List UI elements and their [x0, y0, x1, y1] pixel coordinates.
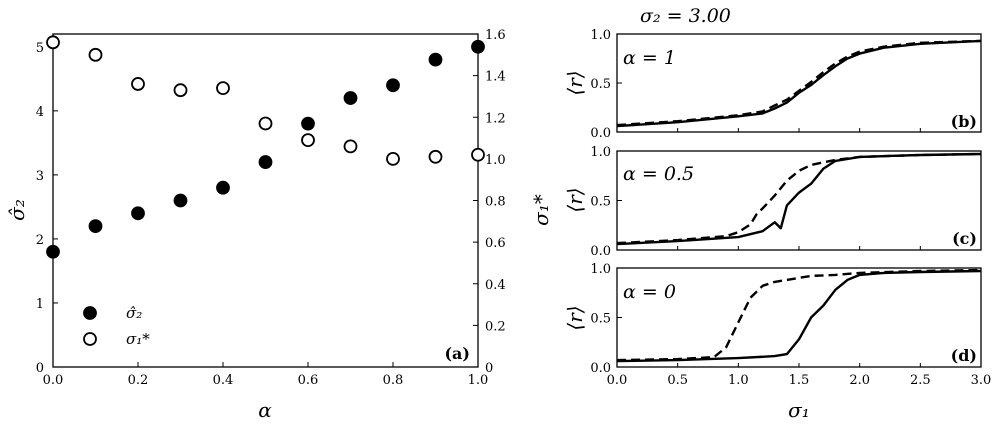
panel-a-legend-label: σ₁*: [126, 330, 150, 348]
panel-a-point-open: [301, 133, 315, 148]
panel-d-label: (d): [951, 346, 977, 365]
panel-d-xlabel: σ₁: [788, 398, 810, 422]
panel-a-xtick-label: 1.0: [468, 373, 489, 388]
panel-c-line-dashed: [616, 152, 982, 245]
panel-a-point-filled: [343, 91, 358, 105]
panel-d-xtick-label: 0.0: [607, 373, 628, 388]
panel-a-ytick-left-label: 0: [36, 361, 44, 376]
panel-a-ytick-left-label: 5: [36, 41, 44, 56]
panel-a-point-filled: [46, 244, 60, 259]
panel-a-label: (a): [444, 344, 470, 363]
panel-a-ytick-right-label: 0.6: [485, 236, 506, 251]
panel-d-xtick-label: 1.0: [728, 373, 749, 388]
panel-a-legend-marker: [83, 332, 97, 346]
panel-a-point-filled: [173, 193, 188, 208]
panel-a-ytick-left-label: 2: [36, 233, 44, 248]
panel-a-point-filled: [471, 39, 485, 54]
panel-a-point-open: [343, 139, 358, 154]
panel-a-point-filled: [258, 155, 273, 169]
panel-a-point-filled: [131, 206, 145, 221]
panel-a-legend-marker: [83, 306, 97, 320]
panel-a-ytick-left-label: 4: [36, 105, 44, 120]
panel-c: α = 0.5 ⟨r⟩ (c) 0.0 0.5 1.0: [563, 145, 982, 259]
panel-d-line-solid: [616, 269, 982, 363]
panel-a-point-open: [131, 77, 145, 91]
panel-a-point-filled: [428, 52, 443, 67]
panel-a-xlabel: α: [258, 398, 272, 422]
panel-a-ytick-right-label: 1.0: [485, 153, 506, 168]
panel-a-legend-label: σ̂₂: [126, 304, 142, 322]
panel-a-ylabel-right: σ₁*: [529, 194, 553, 226]
panel-d-ytick-label: 0.0: [590, 361, 611, 376]
panel-a-point-filled: [386, 78, 400, 93]
panel-a-ytick-right-label: 1.6: [485, 28, 506, 43]
panel-a-ytick-right-label: 0: [485, 361, 493, 376]
panel-a-xtick-label: 0.0: [43, 373, 64, 388]
panel-b-line-dashed: [616, 39, 982, 127]
panel-d: α = 0 ⟨r⟩ σ₁ (d) 0.0 0.5 1.0 0.0 0.5 1.0 1.5 2.…: [563, 262, 991, 422]
panel-c-annotation: α = 0.5: [623, 163, 694, 185]
panel-a-point-open: [428, 149, 443, 164]
panel-d-xtick-label: 2.0: [849, 373, 870, 388]
panel-a-xtick-label: 0.6: [298, 373, 319, 388]
panel-a-xtick-label: 0.8: [383, 373, 404, 388]
panel-c-label: (c): [952, 229, 977, 248]
panel-a: α σ̂₂ σ₁* (a) 0.0 0.2 0.4 0.6 0.8 1.001234500…: [5, 28, 553, 422]
panel-c-ytick-label: 1.0: [590, 145, 611, 160]
panel-a-ytick-right-label: 0.4: [485, 278, 506, 293]
panel-d-xtick-label: 0.5: [667, 373, 688, 388]
panel-a-point-filled: [216, 180, 230, 195]
panel-b-ytick-label: 1.0: [590, 28, 611, 43]
panel-a-ylabel-left: σ̂₂: [5, 199, 29, 221]
panel-a-point-filled: [88, 219, 103, 234]
panel-a-frame: [52, 33, 479, 368]
panel-b-ytick-label: 0.0: [590, 126, 611, 141]
panel-c-ytick-label: 0.5: [590, 195, 611, 210]
panel-a-point-filled: [301, 116, 315, 131]
panel-d-xtick-label: 3.0: [971, 373, 992, 388]
panel-d-ylabel: ⟨r⟩: [563, 305, 587, 330]
panel-a-ytick-left-label: 3: [36, 169, 44, 184]
panel-d-annotation: α = 0: [623, 281, 676, 303]
panel-a-ytick-right-label: 0.8: [485, 195, 506, 210]
panel-d-line-dashed: [616, 268, 982, 362]
panel-b-label: (b): [951, 112, 977, 131]
panel-a-point-open: [471, 147, 485, 162]
panel-b-ytick-label: 0.5: [590, 77, 611, 92]
panel-c-ylabel: ⟨r⟩: [563, 187, 587, 212]
panel-a-point-open: [173, 83, 188, 98]
panel-d-xtick-label: 1.5: [789, 373, 810, 388]
panel-d-xtick-label: 2.5: [910, 373, 931, 388]
panel-c-ytick-label: 0.0: [590, 244, 611, 259]
panel-a-ytick-right-label: 1.4: [485, 70, 506, 85]
panel-a-ytick-left-label: 1: [36, 297, 44, 312]
panel-a-point-open: [386, 151, 400, 166]
panel-a-ytick-right-label: 0.2: [485, 319, 506, 334]
panel-b-annotation: α = 1: [623, 47, 676, 69]
panel-d-ytick-label: 1.0: [590, 262, 611, 277]
panel-b-ylabel: ⟨r⟩: [563, 70, 587, 95]
panel-b: σ₂ = 3.00 α = 1 ⟨r⟩ (b) 0.0 0.5 1.0: [563, 5, 982, 141]
panel-a-point-open: [46, 35, 60, 50]
panel-a-point-open: [88, 47, 103, 62]
panel-d-ytick-label: 0.5: [590, 312, 611, 327]
panel-b-title: σ₂ = 3.00: [640, 5, 731, 27]
panel-b-line-solid: [616, 39, 982, 128]
panel-a-xtick-label: 0.2: [128, 373, 149, 388]
panel-a-ytick-right-label: 1.2: [485, 111, 506, 126]
panel-a-point-open: [258, 116, 273, 131]
panel-a-point-open: [216, 81, 230, 96]
panel-a-xtick-label: 0.4: [213, 373, 234, 388]
